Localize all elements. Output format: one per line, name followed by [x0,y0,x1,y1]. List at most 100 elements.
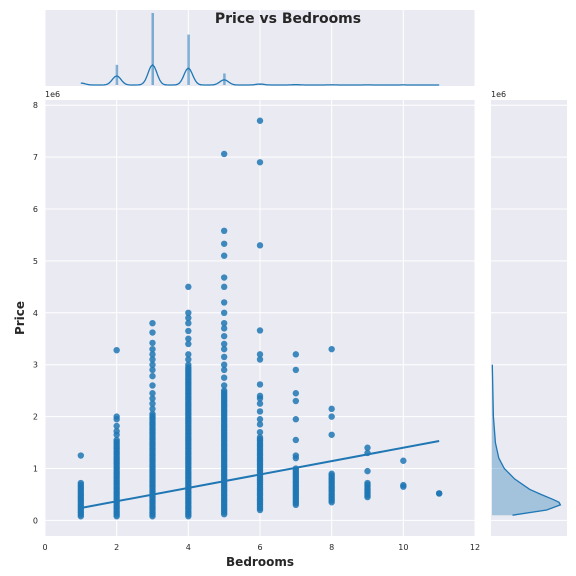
scatter-point-outlier [149,390,156,397]
scatter-point-outlier [149,366,156,374]
scatter-points [77,117,443,520]
scatter-point-outlier [149,395,156,402]
scatter-point-outlier [220,325,228,332]
scatter-point [149,410,156,418]
x-axis-label: Bedrooms [226,555,294,569]
scatter-point [364,479,371,487]
scatter-point-outlier [185,283,192,291]
x-tick-label: 0 [42,543,47,552]
top-marginal-bar [151,13,154,85]
right-marginal-background [491,100,567,536]
regression-line [80,440,440,509]
top-marginal-kde-curve [80,64,440,86]
x-tick-label: 12 [470,543,480,552]
scatter-point-outlier [292,351,300,358]
x-tick-label: 2 [114,543,119,552]
scatter-point-outlier [256,416,264,423]
scatter-point-outlier [149,361,156,368]
scatter-point-outlier [220,366,228,374]
scatter-point-outlier [77,452,85,459]
scatter-point-outlier [364,467,371,475]
right-marginal-distribution [491,364,562,516]
x-tick-label: 8 [329,543,334,552]
scatter-point-outlier [292,452,300,459]
scatter-point-outlier [328,431,335,438]
scatter-point-outlier [149,351,156,358]
scatter-point [256,434,264,441]
scatter-point-outlier [149,405,156,413]
top-marginal-distribution [80,13,440,86]
scatter-point-outlier [220,332,228,340]
scatter-point [400,481,407,489]
scatter-point-outlier [256,351,264,358]
scatter-point-outlier [364,444,371,451]
scatter-point-outlier [185,309,192,317]
marginal-scale-label: 1e6 [491,90,506,99]
scatter-point-outlier [256,400,264,407]
scatter-point-outlier [256,408,264,415]
scatter-point-outlier [256,159,264,166]
scatter-point-outlier [220,374,228,381]
scatter-point-outlier [220,319,228,327]
scatter-point-outlier [220,382,228,389]
scatter-point-outlier [256,356,264,363]
scatter-point [328,470,335,477]
scatter-point-outlier [292,397,300,405]
scatter-point-outlier [292,416,300,423]
y-tick-label: 6 [33,205,38,214]
scatter-point-outlier [292,390,300,397]
scatter-point-outlier [113,413,120,420]
scatter-point-outlier [220,309,228,317]
scatter-point-outlier [220,227,228,234]
scatter-point [113,436,120,444]
scatter-point-outlier [220,283,228,291]
scatter-point-outlier [149,372,156,380]
chart-title: Price vs Bedrooms [215,11,361,27]
scatter-point-outlier [113,346,120,354]
scatter-point-outlier [328,405,335,413]
x-tick-label: 6 [257,543,262,552]
scatter-point-outlier [328,345,335,353]
scatter-point-outlier [220,361,228,368]
scatter-point-outlier [256,421,264,428]
y-tick-label: 0 [33,516,38,525]
scatter-point-outlier [220,299,228,306]
scatter-point-outlier [220,150,228,158]
y-tick-label: 3 [33,361,38,370]
scatter-point-outlier [149,329,156,336]
scatter-point-outlier [149,339,156,347]
scatter-point-outlier [400,457,407,464]
y-axis-label: Price [13,301,27,335]
scatter-point-outlier [185,356,192,363]
scatter-point-outlier [328,413,335,420]
y-tick-label: 7 [33,153,38,162]
scatter-point-outlier [256,242,264,249]
scatter-point-outlier [220,340,228,348]
scatter-point-outlier [292,436,300,444]
scatter-point-outlier [149,382,156,389]
x-tick-label: 10 [398,543,408,552]
scatter-point-outlier [220,353,228,361]
scatter-point-outlier [185,319,192,327]
scatter-point-outlier [185,335,192,342]
y-tick-label: 2 [33,413,38,422]
scatter-point-outlier [149,345,156,353]
scatter-point-outlier [185,340,192,348]
y-tick-label: 4 [33,309,38,318]
scatter-point-outlier [256,428,264,436]
scatter-point-outlier [149,356,156,363]
top-marginal-bar [187,34,190,85]
scatter-point-outlier [220,274,228,281]
scatter-point-outlier [149,319,156,327]
scatter-point-outlier [113,422,120,430]
scatter-point [435,490,443,497]
scatter-point [77,479,85,487]
y-tick-label: 1 [33,465,38,474]
regression-line-path [80,440,440,509]
scatter-point-outlier [149,400,156,407]
scatter-point-outlier [185,327,192,335]
scatter-point-outlier [113,427,120,435]
scatter-point-outlier [185,351,192,358]
